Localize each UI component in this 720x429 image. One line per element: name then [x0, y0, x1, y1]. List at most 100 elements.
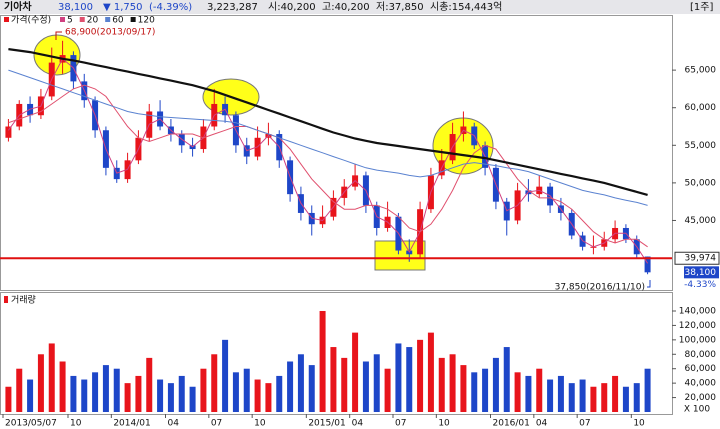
price: 38,100 [58, 2, 93, 13]
x-tick-label: 2016/01 [493, 419, 530, 429]
legend-marker [60, 17, 65, 22]
volume-bar [232, 372, 239, 412]
volume-bar [427, 332, 434, 412]
last-change: -4.33% [684, 280, 716, 290]
legend-label: 120 [138, 16, 155, 26]
volume-bar [547, 379, 554, 412]
market-cap: 시총:154,443억 [430, 1, 502, 13]
annotation-arrow [647, 280, 651, 288]
volume: 3,223,287 [207, 2, 258, 13]
highlights [33, 34, 494, 271]
x-tick-label: 10 [254, 419, 266, 429]
legend-title: 가격(수정) [11, 14, 51, 26]
volume-bar [200, 368, 207, 412]
volume-bar [81, 379, 88, 412]
volume-bar [265, 383, 272, 412]
y-tick-label: 50,000 [685, 178, 717, 188]
y-tick-label: 65,000 [685, 66, 717, 76]
stock-name: 기아차 [4, 0, 32, 13]
volume-bar [135, 375, 142, 412]
volume-bar [124, 383, 131, 412]
y-tick-label: 40,000 [685, 379, 717, 389]
volume-bar [319, 310, 326, 412]
volume-bar [102, 365, 109, 412]
x-tick-label: 10 [70, 419, 82, 429]
x-tick-label: 04 [352, 419, 364, 429]
header-bar [0, 0, 720, 14]
volume-pane [0, 292, 673, 415]
y-tick-label: 100,000 [679, 335, 716, 345]
volume-bar [482, 368, 489, 412]
low: 저:37,850 [376, 1, 424, 13]
volume-bar [330, 347, 337, 412]
volume-unit: X 100 [684, 405, 710, 415]
volume-bar [27, 379, 34, 412]
volume-bar [644, 368, 651, 412]
highlight [33, 34, 81, 76]
ma-line [8, 48, 648, 196]
last-price-box [684, 266, 719, 279]
volume-bar [243, 368, 250, 412]
volume-bar [514, 372, 521, 412]
volume-bar [16, 368, 23, 412]
volume-bar [460, 365, 467, 412]
volume-bar [222, 339, 229, 412]
volume-bar [37, 354, 44, 412]
x-tick-label: 04 [168, 419, 180, 429]
annotation-arrow [55, 31, 62, 40]
volume-bar [471, 372, 478, 412]
high: 고:40,200 [322, 2, 370, 13]
hline-label-box [674, 251, 720, 265]
last-price: 38,100 [685, 268, 717, 278]
candle-body [644, 256, 651, 273]
volume-bar [492, 357, 499, 412]
y-tick-label: 60,000 [685, 103, 717, 113]
volume-bar [503, 347, 510, 412]
volume-title: 거래량 [11, 294, 36, 306]
volume-bar [189, 386, 196, 412]
legend-label: 20 [87, 16, 99, 26]
y-tick-label: 140,000 [679, 306, 716, 316]
volume-bar [157, 379, 164, 412]
ma-line [7, 58, 649, 264]
legend-marker [4, 296, 8, 303]
volume-bar [590, 386, 597, 412]
volume-bar [48, 343, 55, 412]
x-tick-label: 2013/05/07 [5, 419, 57, 429]
volume-bar [622, 386, 629, 412]
legend-label: 60 [112, 16, 124, 26]
volume-bar [178, 375, 185, 412]
ma-line [8, 84, 648, 248]
price-pane [0, 15, 673, 291]
volume-bar [384, 368, 391, 412]
x-tick-label: 07 [395, 419, 406, 429]
volume-bar [308, 365, 315, 412]
period[interactable]: [1주] [690, 2, 713, 13]
legend-marker [4, 17, 9, 22]
change-pct: (-4.39%) [149, 2, 192, 13]
volume-bar [146, 357, 153, 412]
x-tick-label: 10 [633, 419, 645, 429]
hline-label: 39,974 [685, 254, 717, 264]
legend-marker [105, 17, 111, 22]
y-tick-label: 80,000 [685, 350, 717, 360]
open: 시:40,200 [268, 1, 316, 13]
y-tick-label: 45,000 [685, 216, 717, 226]
volume-bar [373, 354, 380, 412]
volume-bar [113, 368, 120, 412]
volume-bar [579, 379, 586, 412]
y-tick-label: 20,000 [685, 393, 717, 403]
volume-bar [406, 347, 413, 412]
volume-bar [341, 357, 348, 412]
volume-bar [612, 375, 619, 412]
y-tick-label: 55,000 [685, 141, 717, 151]
x-tick-label: 07 [579, 419, 590, 429]
annotation: 68,900(2013/09/17) [65, 28, 155, 38]
annotation: 37,850(2016/11/10) [555, 283, 645, 293]
volume-bar [568, 383, 575, 412]
x-tick-label: 2015/01 [308, 419, 345, 429]
x-tick-label: 07 [211, 419, 222, 429]
ma-line [8, 69, 648, 206]
volume-bar [362, 361, 369, 412]
